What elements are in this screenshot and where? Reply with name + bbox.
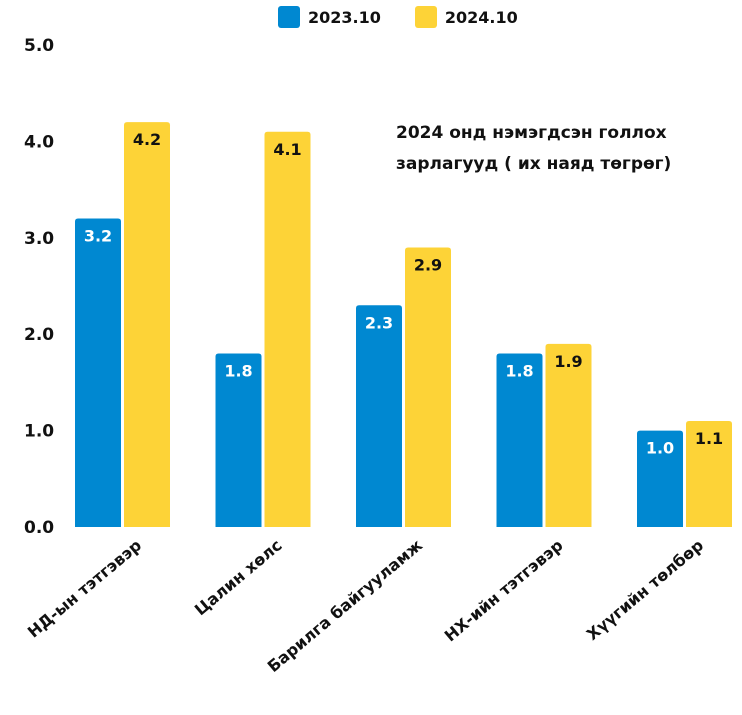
legend-swatch-2024: [414, 6, 437, 28]
category-label: Цалин хөлс: [191, 536, 286, 620]
category-label: НХ-ийн тэтгэвэр: [441, 536, 567, 646]
legend-item-2024: 2024.10: [414, 6, 518, 28]
bar-value-label: 1.0: [646, 439, 674, 458]
bar: [405, 247, 451, 527]
bar: [75, 218, 121, 527]
bar-value-label: 1.1: [695, 429, 723, 448]
bar: [686, 420, 732, 527]
bar: [637, 430, 683, 527]
bar: [124, 122, 170, 528]
y-tick-label: 5.0: [24, 36, 54, 56]
legend-label-2024: 2024.10: [444, 7, 518, 27]
bar-value-label: 3.2: [84, 227, 112, 246]
bar-value-label: 1.8: [224, 361, 252, 380]
y-tick-label: 4.0: [24, 132, 54, 152]
y-tick-label: 2.0: [24, 325, 54, 345]
y-tick-label: 0.0: [24, 518, 54, 538]
y-tick-label: 3.0: [24, 229, 54, 249]
legend-item-2023: 2023.10: [278, 6, 381, 28]
category-label: НД-ын тэтгэвэр: [24, 536, 145, 642]
chart-annotation: 2024 онд нэмэгдсэн голлох зарлагууд ( их…: [396, 118, 726, 180]
bar-value-label: 2.3: [365, 313, 393, 332]
bar: [545, 343, 592, 527]
y-tick-label: 1.0: [24, 422, 54, 442]
bar-value-label: 4.2: [133, 130, 161, 149]
bar-value-label: 1.8: [505, 361, 533, 380]
category-label: Хүүгийн төлбөр: [583, 536, 707, 645]
bar: [356, 305, 402, 527]
annotation-line-2: зарлагууд ( их наяд төгрөг): [396, 154, 672, 174]
annotation-line-1: 2024 онд нэмэгдсэн голлох: [396, 123, 667, 143]
bar: [264, 131, 311, 527]
bar-value-label: 4.1: [273, 140, 301, 159]
legend-label-2023: 2023.10: [308, 7, 381, 27]
bar: [215, 353, 262, 527]
bar: [496, 353, 543, 527]
bar-value-label: 2.9: [414, 255, 442, 274]
legend: 2023.10 2024.10: [278, 6, 552, 28]
category-label: Барилга байгууламж: [264, 535, 426, 676]
bar-value-label: 1.9: [554, 352, 582, 371]
legend-swatch-2023: [278, 6, 300, 28]
